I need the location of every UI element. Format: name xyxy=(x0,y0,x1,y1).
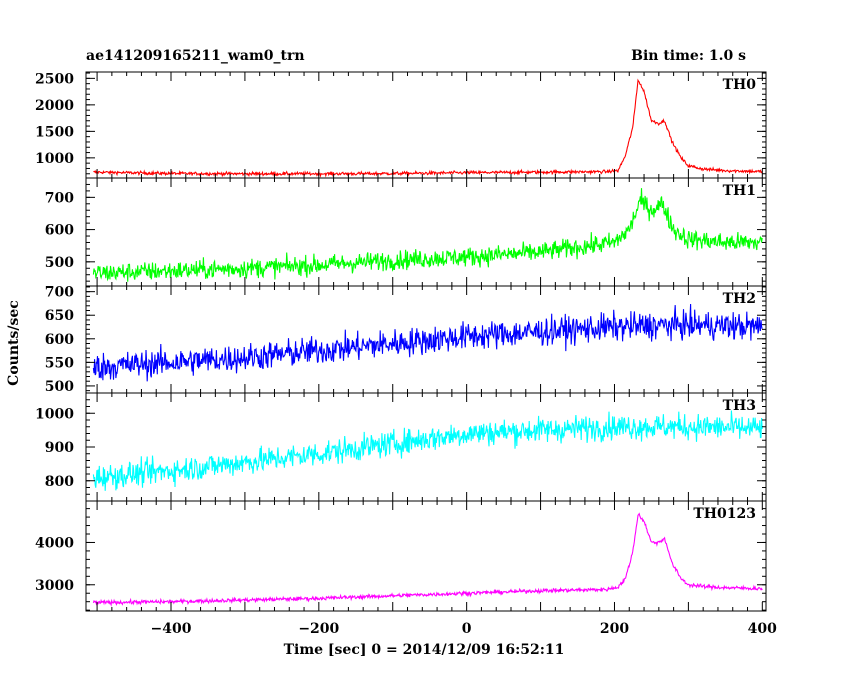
x-tick-label: 200 xyxy=(600,621,629,637)
x-tick-label: 0 xyxy=(462,621,472,637)
y-tick-label: 800 xyxy=(45,474,74,490)
series-line-th1 xyxy=(92,188,763,282)
panel-frame xyxy=(85,392,767,502)
panel-label-th1: TH1 xyxy=(723,183,756,199)
x-tick-label: −400 xyxy=(151,621,192,637)
series-line-th2 xyxy=(92,303,763,382)
x-axis-label: Time [sec] 0 = 2014/12/09 16:52:11 xyxy=(284,642,565,658)
y-tick-label: 600 xyxy=(45,332,74,348)
panel-th3: 800 900 1000 TH3 xyxy=(35,392,767,502)
x-tick-label: −200 xyxy=(298,621,339,637)
y-tick-label: 4000 xyxy=(35,535,74,551)
y-tick-label: 700 xyxy=(45,190,74,206)
series-line-th0 xyxy=(93,78,763,178)
panel-label-th0123: TH0123 xyxy=(693,506,756,522)
y-tick-label: 2500 xyxy=(35,71,74,87)
y-tick-label: 600 xyxy=(45,223,74,239)
bin-time-label: Bin time: 1.0 s xyxy=(631,48,746,64)
y-tick-label: 3000 xyxy=(35,578,74,594)
series-line-th0123 xyxy=(92,512,763,607)
panel-label-th3: TH3 xyxy=(723,398,756,414)
y-tick-label: 2000 xyxy=(35,98,74,114)
panel-frame xyxy=(85,71,767,179)
y-tick-label: 1000 xyxy=(35,151,74,167)
panel-label-th0: TH0 xyxy=(723,77,757,93)
panel-th0123: 3000 4000 TH0123 xyxy=(35,500,767,612)
y-tick-label: 700 xyxy=(45,285,74,301)
y-tick-label: 500 xyxy=(45,379,74,395)
panel-frame xyxy=(85,500,767,612)
series-line-th3 xyxy=(92,410,763,491)
x-tick-label: 400 xyxy=(748,621,777,637)
y-tick-label: 550 xyxy=(45,355,74,371)
panel-label-th2: TH2 xyxy=(723,291,756,307)
panel-th2: 500 550 600 650 700 TH2 xyxy=(45,285,767,395)
y-tick-label: 1000 xyxy=(35,406,74,422)
y-axis-label: Counts/sec xyxy=(6,300,22,386)
panel-frame xyxy=(85,285,767,394)
chart-title-left: ae141209165211_wam0_trn xyxy=(86,48,305,64)
y-tick-label: 500 xyxy=(45,255,74,271)
y-tick-label: 1500 xyxy=(35,124,74,140)
y-tick-label: 650 xyxy=(45,308,74,324)
panel-th0: 1000 1500 2000 2500 TH0 xyxy=(35,71,767,179)
panel-th1: 500 600 700 TH1 xyxy=(45,177,767,287)
y-tick-label: 900 xyxy=(45,440,74,456)
